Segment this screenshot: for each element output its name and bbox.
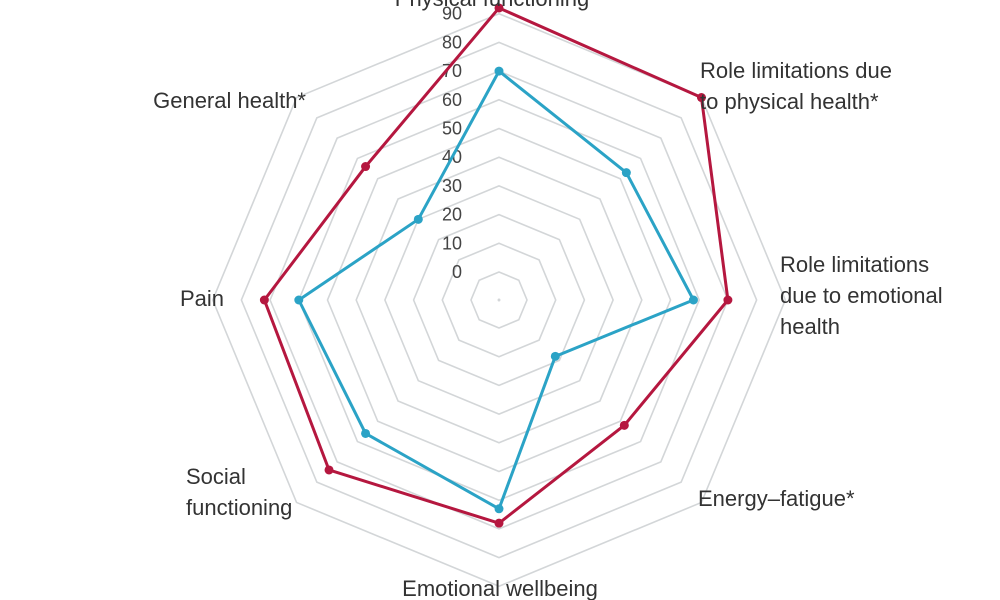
data-point	[494, 3, 504, 13]
data-point	[413, 214, 423, 224]
data-point	[494, 504, 504, 514]
tick-label: 10	[442, 233, 462, 253]
grid-ring	[470, 271, 528, 329]
tick-label: 90	[442, 4, 462, 24]
data-point	[494, 518, 504, 528]
tick-label: 0	[452, 262, 462, 282]
data-point	[361, 428, 371, 438]
grid-ring	[326, 127, 672, 473]
axis-label: Energy–fatigue*	[698, 486, 855, 511]
data-point	[688, 295, 698, 305]
grid-ring	[297, 98, 701, 502]
data-point	[494, 66, 504, 76]
data-point	[550, 351, 560, 361]
axis-label: Physical functioning	[395, 0, 589, 11]
grid-ring	[240, 41, 758, 559]
data-point	[696, 93, 706, 103]
axis-label: Social functioning	[186, 464, 292, 520]
grid-ring	[355, 156, 643, 444]
grid-ring	[384, 185, 614, 415]
data-point	[361, 162, 371, 172]
grid-ring	[269, 70, 729, 530]
data-point	[723, 295, 733, 305]
axis-label: General health*	[153, 88, 306, 113]
radar-grid	[211, 12, 787, 588]
data-series	[259, 3, 733, 528]
grid-ring	[497, 298, 501, 302]
tick-label: 70	[442, 61, 462, 81]
series-line	[262, 6, 730, 525]
data-point	[259, 295, 269, 305]
data-point	[324, 465, 334, 475]
grid-ring	[211, 12, 787, 588]
data-point	[619, 420, 629, 430]
series-line	[297, 69, 695, 511]
data-point	[621, 168, 631, 178]
data-point	[294, 295, 304, 305]
tick-label: 50	[442, 119, 462, 139]
tick-label: 30	[442, 176, 462, 196]
axis-label: Emotional wellbeing	[402, 576, 598, 600]
grid-ring	[412, 213, 586, 387]
axis-label: Role limitations due to emotional health	[780, 252, 943, 339]
axis-labels: Physical functioning Role limitations due…	[153, 0, 943, 600]
axis-label: Pain	[180, 286, 224, 311]
tick-label: 60	[442, 90, 462, 110]
tick-label: 80	[442, 32, 462, 52]
axis-label: Role limitations due to physical health*	[700, 58, 892, 114]
grid-ring	[441, 242, 557, 358]
tick-label: 20	[442, 205, 462, 225]
